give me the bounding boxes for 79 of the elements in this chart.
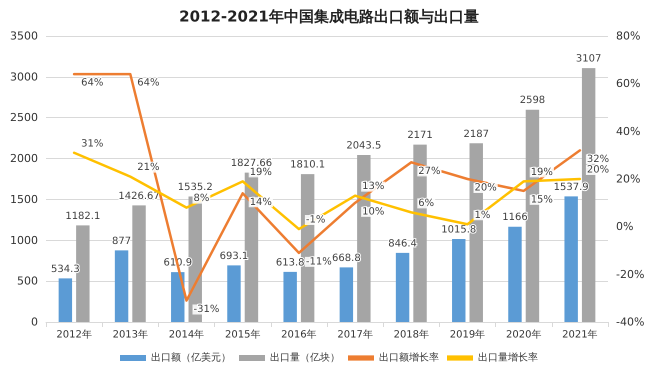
bar [340, 267, 354, 322]
legend-label: 出口量（亿块） [270, 352, 340, 364]
data-label: 2171 [407, 130, 433, 142]
data-label: 10% [362, 206, 384, 218]
data-label: 21% [137, 162, 160, 174]
data-label: 846.4 [388, 238, 417, 250]
data-label: 1810.1 [290, 160, 326, 171]
y-tick-label: 2000 [10, 152, 38, 166]
data-label: 13% [362, 181, 384, 192]
y-tick-label: 1000 [10, 234, 38, 247]
x-tick-label: 2014年 [168, 328, 204, 340]
bar [452, 238, 466, 322]
bar [171, 272, 184, 322]
data-label: 1426.67 [118, 190, 160, 202]
data-label: 877 [112, 236, 132, 247]
legend-label: 出口额（亿美元） [151, 352, 231, 364]
data-label: 534.3 [51, 264, 80, 275]
data-label: -11% [306, 256, 332, 268]
data-label: 1537.9 [554, 182, 589, 193]
data-label: 6% [418, 198, 434, 209]
data-label: -31% [194, 304, 220, 316]
data-label: 3107 [576, 54, 602, 65]
y2-tick-label: 20% [616, 172, 640, 186]
x-tick-label: 2012年 [56, 328, 92, 340]
bar [508, 226, 522, 322]
data-label: 19% [250, 166, 272, 178]
data-label: 19% [530, 166, 553, 178]
data-label: 8% [194, 193, 210, 204]
bar [564, 196, 578, 322]
y2-tick-label: 60% [616, 77, 640, 90]
data-label: 14% [250, 196, 272, 208]
data-label: 1015.8 [441, 224, 476, 236]
y-tick-label: 2500 [10, 111, 38, 124]
data-label: 693.1 [220, 250, 248, 262]
y2-tick-label: -20% [616, 268, 644, 281]
data-label: 1% [474, 210, 490, 221]
x-tick-label: 2018年 [394, 328, 430, 340]
data-label: 1182.1 [65, 210, 100, 222]
x-tick-label: 2017年 [337, 328, 373, 340]
legend-label: 出口额增长率 [379, 352, 439, 364]
x-tick-label: 2020年 [506, 328, 542, 340]
y-tick-label: 0 [31, 316, 38, 328]
x-tick-label: 2016年 [281, 328, 317, 340]
data-label: 2043.5 [346, 140, 382, 152]
x-tick-label: 2021年 [562, 328, 598, 340]
data-label: 1166 [502, 212, 528, 224]
y-tick-label: 3000 [10, 70, 38, 84]
data-label: 32% [586, 154, 610, 165]
data-label: 2598 [520, 95, 546, 106]
y2-tick-label: 0% [616, 220, 634, 234]
x-tick-label: 2015年 [224, 328, 260, 340]
data-label: 64% [137, 78, 160, 89]
data-label: -1% [306, 214, 326, 226]
data-label: 2187 [464, 128, 489, 140]
data-label: 1535.2 [178, 182, 213, 194]
y-tick-label: 3500 [10, 30, 38, 42]
bar [227, 265, 241, 322]
data-label: 27% [418, 166, 441, 177]
y2-tick-label: -40% [616, 316, 644, 328]
x-tick-label: 2019年 [450, 328, 486, 340]
x-tick-label: 2013年 [112, 328, 148, 340]
y2-tick-label: 80% [616, 30, 640, 42]
data-label: 20% [586, 164, 610, 176]
bar [58, 278, 72, 322]
bar [114, 250, 128, 322]
chart-title: 2012-2021年中国集成电路出口额与出口量 [179, 8, 479, 26]
y2-tick-label: 40% [616, 124, 640, 138]
data-label: 15% [530, 194, 553, 206]
bar [283, 272, 297, 322]
y-tick-label: 500 [17, 274, 38, 288]
data-label: 64% [81, 78, 104, 89]
y-tick-label: 1500 [10, 192, 38, 206]
legend-label: 出口量增长率 [478, 352, 538, 364]
data-label: 31% [81, 138, 104, 150]
bar [396, 252, 410, 322]
data-label: 668.8 [332, 252, 361, 264]
data-label: 613.8 [276, 257, 304, 268]
data-label: 20% [474, 182, 497, 194]
bar [132, 205, 146, 322]
